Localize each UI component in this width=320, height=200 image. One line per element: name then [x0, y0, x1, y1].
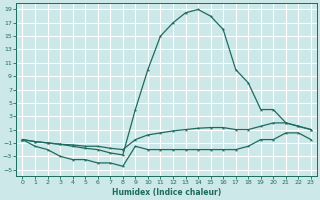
X-axis label: Humidex (Indice chaleur): Humidex (Indice chaleur) — [112, 188, 221, 197]
